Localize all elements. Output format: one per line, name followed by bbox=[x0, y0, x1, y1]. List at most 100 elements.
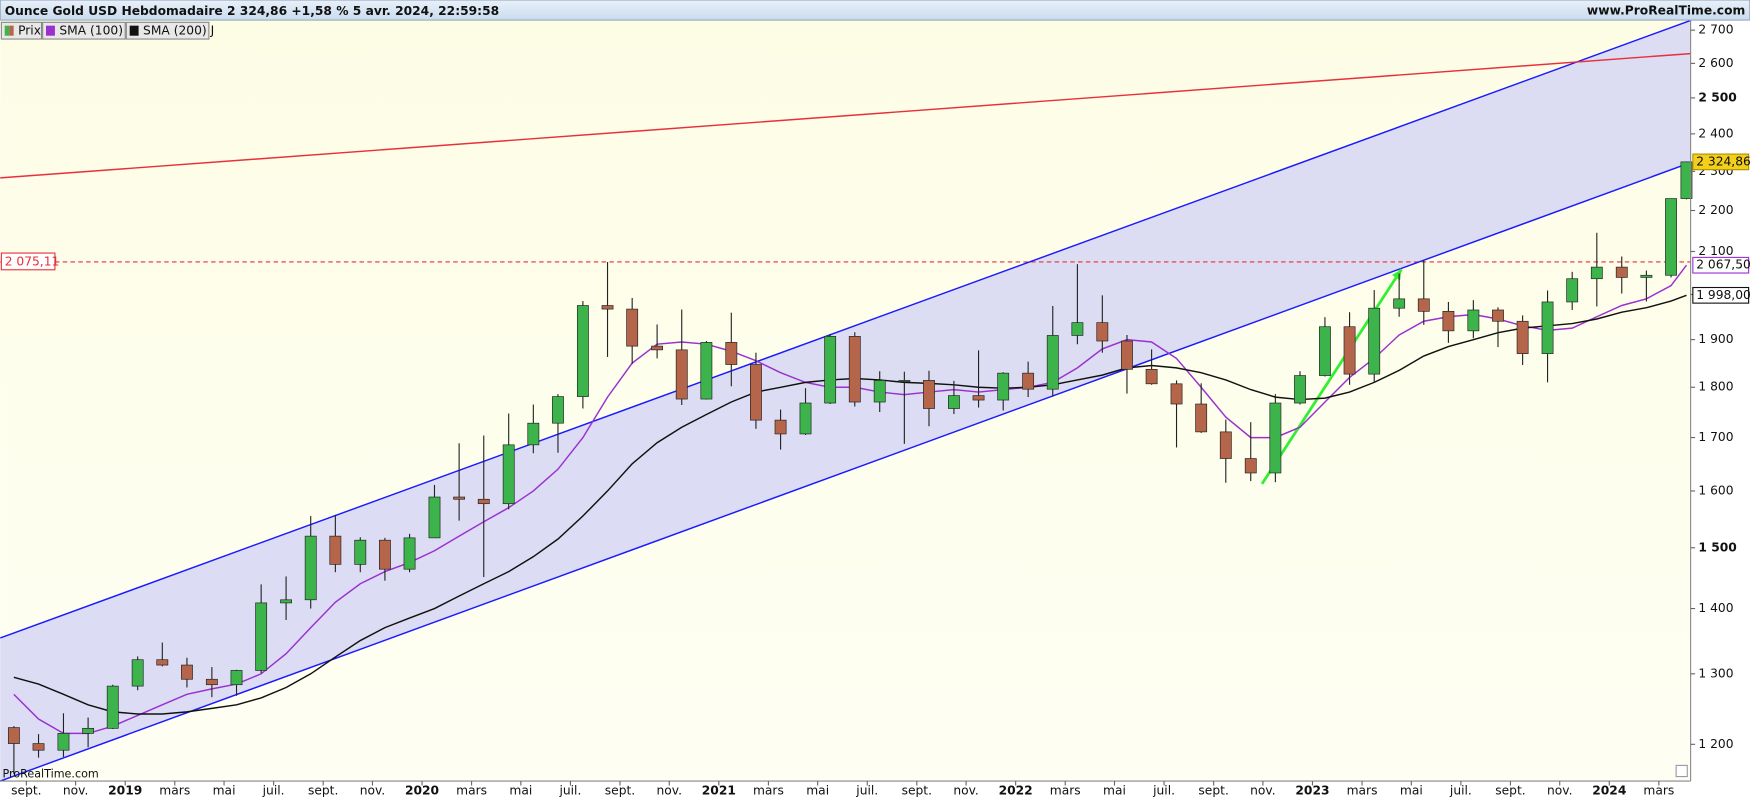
plot-layer: 2 075,11 bbox=[0, 19, 1693, 782]
candle-body bbox=[1566, 278, 1579, 303]
x-tick-label: 2022 bbox=[999, 784, 1033, 798]
candle-body bbox=[354, 539, 367, 565]
sma-tag-box bbox=[1692, 256, 1750, 274]
candle-body bbox=[750, 364, 762, 421]
candle-body bbox=[1417, 298, 1430, 312]
legend-swatch bbox=[9, 25, 14, 36]
x-tick-label: sept. bbox=[605, 784, 635, 798]
y-tick-label: 2 500 bbox=[1698, 90, 1736, 104]
x-tick-label: nov. bbox=[1250, 784, 1275, 798]
candle-body bbox=[1145, 368, 1158, 385]
candle-body bbox=[1393, 298, 1406, 309]
candle-body bbox=[1516, 320, 1529, 354]
x-tick-label: sept. bbox=[1495, 784, 1525, 798]
candle-body bbox=[255, 602, 268, 671]
candle-body bbox=[502, 444, 515, 505]
legend-box bbox=[125, 21, 210, 40]
candle-body bbox=[1170, 383, 1183, 405]
candle-body bbox=[552, 396, 564, 424]
header-quote: 2 324,86 +1,58 % 5 avr. 2024, 22:59:58 bbox=[227, 4, 499, 18]
x-tick-label: mai bbox=[1103, 784, 1126, 798]
x-tick-label: mai bbox=[213, 784, 236, 798]
sma-tag: 1 998,00 bbox=[1696, 288, 1750, 302]
sma-tag: 2 067,50 bbox=[1696, 258, 1750, 272]
candle-body bbox=[1665, 198, 1677, 276]
y-tick-label: 1 600 bbox=[1698, 483, 1733, 497]
x-tick-label: sept. bbox=[11, 784, 41, 798]
y-tick-label: 2 600 bbox=[1698, 56, 1733, 70]
x-tick-label: juil. bbox=[1152, 784, 1175, 798]
candle-body bbox=[700, 342, 713, 400]
trendline bbox=[0, 19, 1691, 639]
candle-body bbox=[1244, 458, 1257, 474]
x-tick-label: 2023 bbox=[1295, 784, 1329, 798]
legend-swatch bbox=[45, 25, 55, 36]
x-tick-label: juil. bbox=[558, 784, 581, 798]
candle-body bbox=[997, 372, 1010, 401]
y-tick-label: 1 900 bbox=[1698, 332, 1733, 346]
candle-body bbox=[1442, 310, 1455, 332]
y-tick-label: 1 400 bbox=[1698, 601, 1733, 615]
x-tick-label: 2024 bbox=[1592, 784, 1626, 798]
candle-body bbox=[57, 733, 70, 751]
candle-body bbox=[156, 659, 169, 666]
candle-body bbox=[725, 342, 738, 365]
candle-body bbox=[873, 380, 886, 403]
candle-body bbox=[1467, 309, 1480, 332]
candle-body bbox=[1615, 266, 1628, 278]
watermark: ProRealTime.com bbox=[2, 767, 98, 780]
candle-body bbox=[576, 305, 589, 397]
trendline bbox=[0, 161, 1691, 782]
candle-body bbox=[948, 395, 960, 409]
candle-body bbox=[1492, 309, 1504, 322]
legend-label: SMA (200) J bbox=[143, 24, 214, 38]
candle-body bbox=[1640, 274, 1653, 278]
x-tick-label: nov. bbox=[953, 784, 978, 798]
candle-body bbox=[403, 537, 416, 570]
y-tick-label: 1 800 bbox=[1698, 380, 1733, 394]
y-tick-label: 1 300 bbox=[1698, 666, 1733, 680]
legend-box bbox=[42, 21, 126, 40]
candle-body bbox=[32, 743, 45, 751]
candle-body bbox=[1294, 375, 1306, 404]
y-tick-label: 2 400 bbox=[1698, 126, 1733, 140]
candle-body bbox=[1071, 322, 1084, 336]
y-tick-label: 2 100 bbox=[1698, 244, 1733, 258]
x-tick-label: 2021 bbox=[702, 784, 736, 798]
x-tick-label: nov. bbox=[63, 784, 88, 798]
x-tick-label: mars bbox=[159, 784, 190, 798]
candle-body bbox=[428, 496, 441, 539]
y-tick-label: 1 500 bbox=[1698, 540, 1736, 554]
candle-body bbox=[651, 345, 664, 351]
candle-body bbox=[379, 539, 391, 570]
header-title: Ounce Gold USD Hebdomadaire bbox=[5, 4, 223, 18]
candle-body bbox=[1195, 403, 1208, 433]
level-tag bbox=[0, 252, 56, 271]
x-tick-label: nov. bbox=[360, 784, 385, 798]
x-tick-label: juil. bbox=[1449, 784, 1472, 798]
x-tick-label: juil. bbox=[262, 784, 285, 798]
candle-body bbox=[230, 670, 243, 686]
x-tick-label: mars bbox=[753, 784, 784, 798]
x-tick-label: juil. bbox=[855, 784, 878, 798]
candle-body bbox=[923, 380, 935, 409]
y-tick-label: 2 700 bbox=[1698, 23, 1733, 37]
price-tag-box bbox=[1692, 153, 1750, 171]
info-icon[interactable] bbox=[1675, 764, 1688, 778]
candle-body bbox=[527, 422, 540, 446]
candle-body bbox=[7, 727, 20, 744]
x-tick-label: mai bbox=[1400, 784, 1423, 798]
header-site: www.ProRealTime.com bbox=[1587, 4, 1745, 18]
legend-label: Prix bbox=[18, 24, 41, 38]
x-tick-label: mars bbox=[1643, 784, 1674, 798]
candle-body bbox=[82, 727, 95, 734]
x-tick-label: mai bbox=[509, 784, 532, 798]
candle-body bbox=[626, 308, 639, 347]
candle-body bbox=[1096, 322, 1109, 342]
x-tick-label: sept. bbox=[902, 784, 932, 798]
trendline bbox=[0, 52, 1691, 179]
sma-tag-box bbox=[1692, 286, 1750, 304]
x-tick-label: sept. bbox=[308, 784, 338, 798]
